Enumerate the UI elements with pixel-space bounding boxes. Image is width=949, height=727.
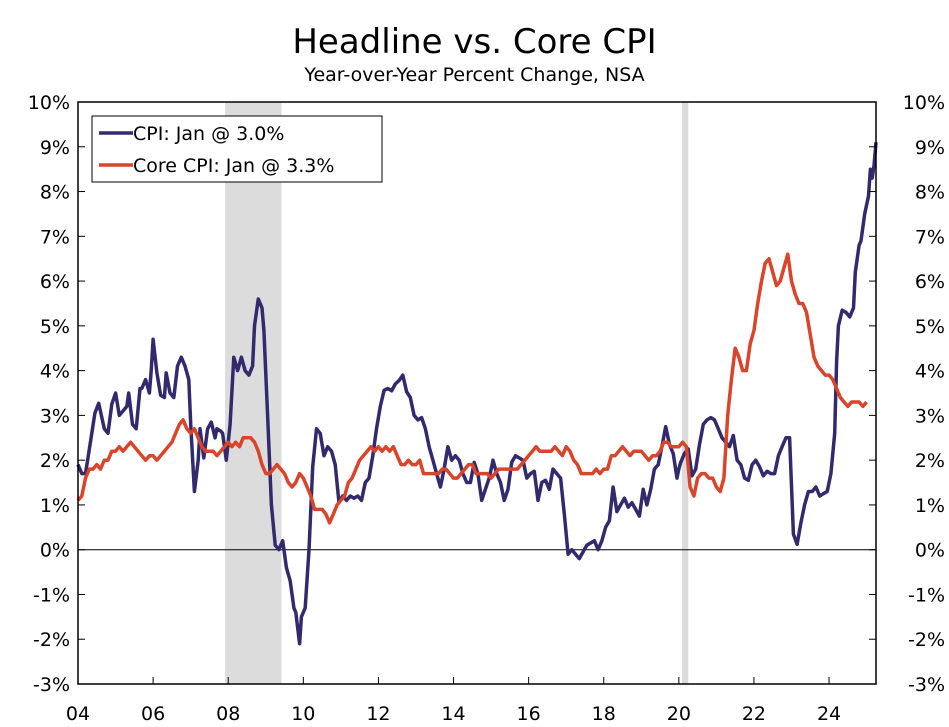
y-tick-label-right: 8% — [915, 182, 945, 204]
x-tick-label: 10 — [291, 703, 315, 725]
legend-label-cpi: CPI: Jan @ 3.0% — [133, 123, 284, 145]
y-tick-label-right: 9% — [915, 137, 945, 159]
x-tick-label: 18 — [592, 703, 616, 725]
legend: CPI: Jan @ 3.0% Core CPI: Jan @ 3.3% — [91, 115, 383, 183]
y-tick-label-left: -2% — [33, 629, 70, 651]
recession-band-0 — [225, 102, 282, 684]
series-line-cpi — [76, 142, 878, 646]
y-tick-label-right: 0% — [915, 540, 945, 562]
y-tick-label-left: 1% — [40, 495, 70, 517]
x-tick-label: 20 — [667, 703, 691, 725]
series-line-core-cpi — [76, 252, 868, 525]
x-tick-label: 24 — [817, 703, 841, 725]
y-tick-label-right: 3% — [915, 405, 945, 427]
y-tick-label-right: 1% — [915, 495, 945, 517]
x-tick-label: 12 — [366, 703, 390, 725]
y-tick-label-right: -2% — [908, 629, 945, 651]
y-tick-label-right: 10% — [903, 92, 945, 114]
chart-subtitle: Year-over-Year Percent Change, NSA — [304, 64, 645, 86]
y-tick-label-left: -3% — [33, 674, 70, 696]
y-tick-label-left: 0% — [40, 540, 70, 562]
recession-band-1 — [681, 102, 689, 684]
x-tick-label: 08 — [216, 703, 240, 725]
y-tick-label-right: 6% — [915, 271, 945, 293]
y-tick-label-left: 6% — [40, 271, 70, 293]
y-tick-label-right: 2% — [915, 450, 945, 472]
chart-title: Headline vs. Core CPI — [292, 22, 657, 62]
x-tick-label: 22 — [742, 703, 766, 725]
y-tick-label-left: 10% — [28, 92, 70, 114]
axis-ticks: -3% -3% -2% -2% -1% -1% 0% 0% 1% 1% 2% 2% 3% 3% 4% 4% 5%… — [28, 92, 945, 725]
y-tick-label-right: -1% — [908, 584, 945, 606]
y-tick-label-left: 5% — [40, 316, 70, 338]
y-tick-label-left: 4% — [40, 361, 70, 383]
legend-box — [91, 115, 383, 183]
y-tick-label-left: 9% — [40, 137, 70, 159]
x-tick-label: 06 — [141, 703, 165, 725]
y-tick-label-left: 3% — [40, 405, 70, 427]
y-tick-label-right: 7% — [915, 226, 945, 248]
y-tick-label-left: 8% — [40, 182, 70, 204]
y-tick-label-left: -1% — [33, 584, 70, 606]
recession-bands — [225, 102, 689, 684]
legend-label-core-cpi: Core CPI: Jan @ 3.3% — [133, 155, 334, 177]
x-tick-label: 04 — [66, 703, 90, 725]
x-tick-label: 16 — [517, 703, 541, 725]
x-tick-label: 14 — [441, 703, 465, 725]
y-tick-label-right: 5% — [915, 316, 945, 338]
y-tick-label-left: 2% — [40, 450, 70, 472]
y-tick-label-right: 4% — [915, 361, 945, 383]
plot-frame — [77, 101, 877, 685]
series-lines — [76, 142, 878, 646]
y-tick-label-right: -3% — [908, 674, 945, 696]
y-tick-label-left: 7% — [40, 226, 70, 248]
